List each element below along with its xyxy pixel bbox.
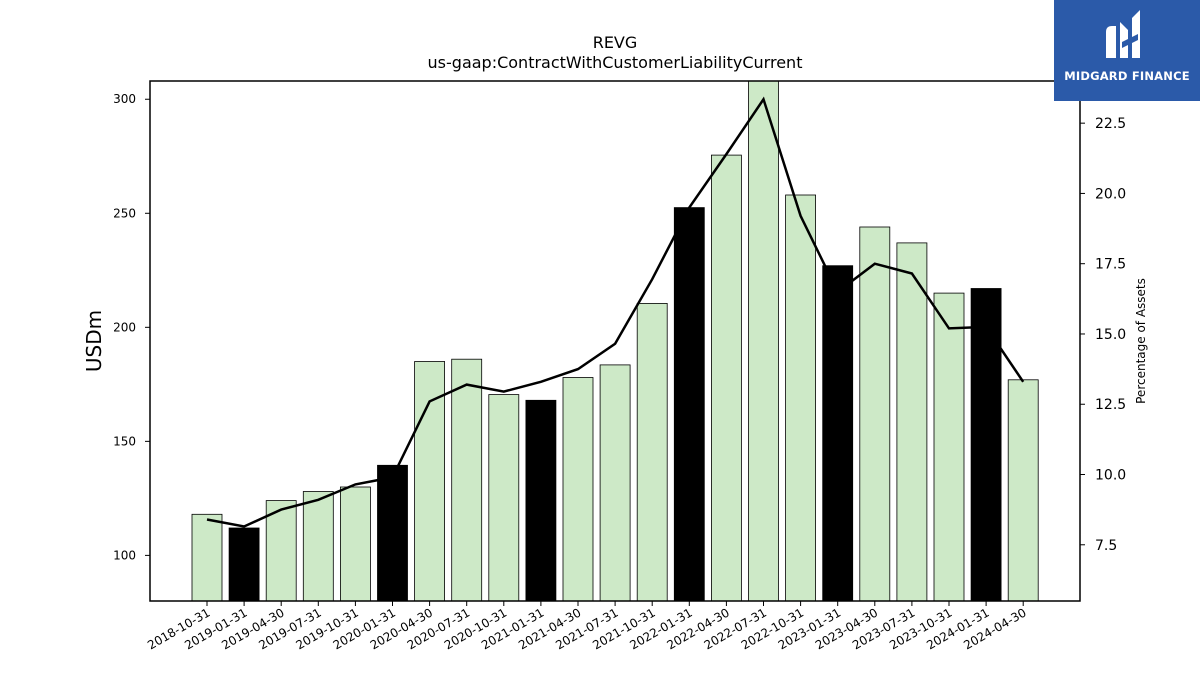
bar-2021-04-30 [562, 377, 594, 602]
percentage-of-assets-line [206, 96, 1025, 528]
y-tick-label: 250 [113, 206, 136, 220]
bar-2023-07-31 [896, 242, 928, 602]
y2-tick-label: 7.5 [1095, 538, 1117, 554]
bar-2022-01-31 [673, 207, 705, 602]
midgard-logo-icon [1106, 10, 1140, 58]
y-tick-label: 100 [113, 548, 136, 562]
bar-2021-07-31 [599, 364, 631, 602]
logo-text: MIDGARD FINANCE [1064, 69, 1190, 83]
bar-2022-07-31 [748, 80, 779, 602]
bar-2022-04-30 [711, 154, 742, 602]
bar-2019-01-31 [228, 527, 260, 602]
bar-2019-04-30 [265, 500, 297, 602]
right-axis-ticks: 7.5 10.0 12.5 15.0 17.5 20.0 22.5 [1080, 116, 1126, 554]
bar-2023-04-30 [859, 226, 891, 602]
bar-2018-10-31 [191, 513, 223, 602]
y-tick-label: 200 [113, 320, 136, 334]
y2-tick-label: 22.5 [1095, 116, 1126, 132]
bars-group [191, 80, 1039, 602]
y2-tick-label: 20.0 [1095, 186, 1126, 202]
bar-2020-01-31 [377, 464, 408, 602]
y2-tick-label: 17.5 [1095, 257, 1126, 273]
y2-tick-label: 15.0 [1095, 327, 1126, 343]
left-axis-ticks: 100 150 200 250 300 [113, 92, 150, 562]
bar-2020-10-31 [488, 394, 520, 602]
bar-2021-01-31 [525, 399, 557, 602]
chart-title: REVG [593, 33, 638, 52]
bar-2021-10-31 [636, 302, 668, 602]
bar-2024-04-30 [1007, 379, 1039, 602]
y2-tick-label: 12.5 [1095, 397, 1126, 413]
bar-2023-01-31 [822, 265, 854, 602]
chart-subtitle: us-gaap:ContractWithCustomerLiabilityCur… [428, 53, 803, 72]
bar-2020-07-31 [451, 358, 483, 602]
y-axis-label: USDm [82, 310, 106, 372]
bar-2019-07-31 [302, 491, 334, 602]
y-tick-label: 150 [113, 434, 136, 448]
y-tick-label: 300 [113, 92, 136, 106]
brand-logo: MIDGARD FINANCE [1054, 0, 1200, 101]
bar-2024-01-31 [970, 288, 1002, 602]
y2-tick-label: 10.0 [1095, 468, 1126, 484]
bar-2019-10-31 [339, 486, 371, 602]
bar-2023-10-31 [933, 292, 965, 602]
x-axis-ticks: 2018-10-312019-01-312019-04-302019-07-31… [145, 601, 1029, 652]
y2-axis-label: Percentage of Assets [1134, 278, 1148, 404]
bar-2022-10-31 [785, 194, 816, 602]
